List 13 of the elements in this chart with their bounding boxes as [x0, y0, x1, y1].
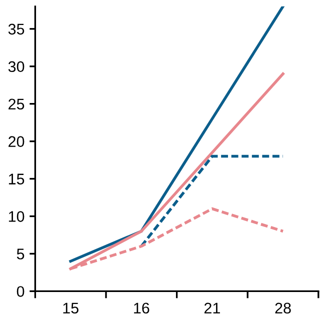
- y-tick-label: 10: [8, 211, 24, 222]
- y-tick-label: 25: [8, 98, 24, 110]
- x-tick-label: 16: [134, 302, 150, 314]
- line-series: [69, 6, 284, 263]
- y-tick-label: 5: [16, 248, 24, 260]
- y-tick-label: 30: [8, 61, 24, 72]
- x-tick-label: 15: [63, 302, 78, 314]
- y-tick-label: 0: [16, 286, 24, 297]
- y-tick-label: 20: [8, 136, 24, 147]
- x-tick-label: 28: [275, 302, 291, 314]
- y-tick-label: 35: [8, 24, 24, 35]
- x-tick-label: 21: [204, 302, 220, 314]
- y-tick-label: 15: [8, 174, 24, 184]
